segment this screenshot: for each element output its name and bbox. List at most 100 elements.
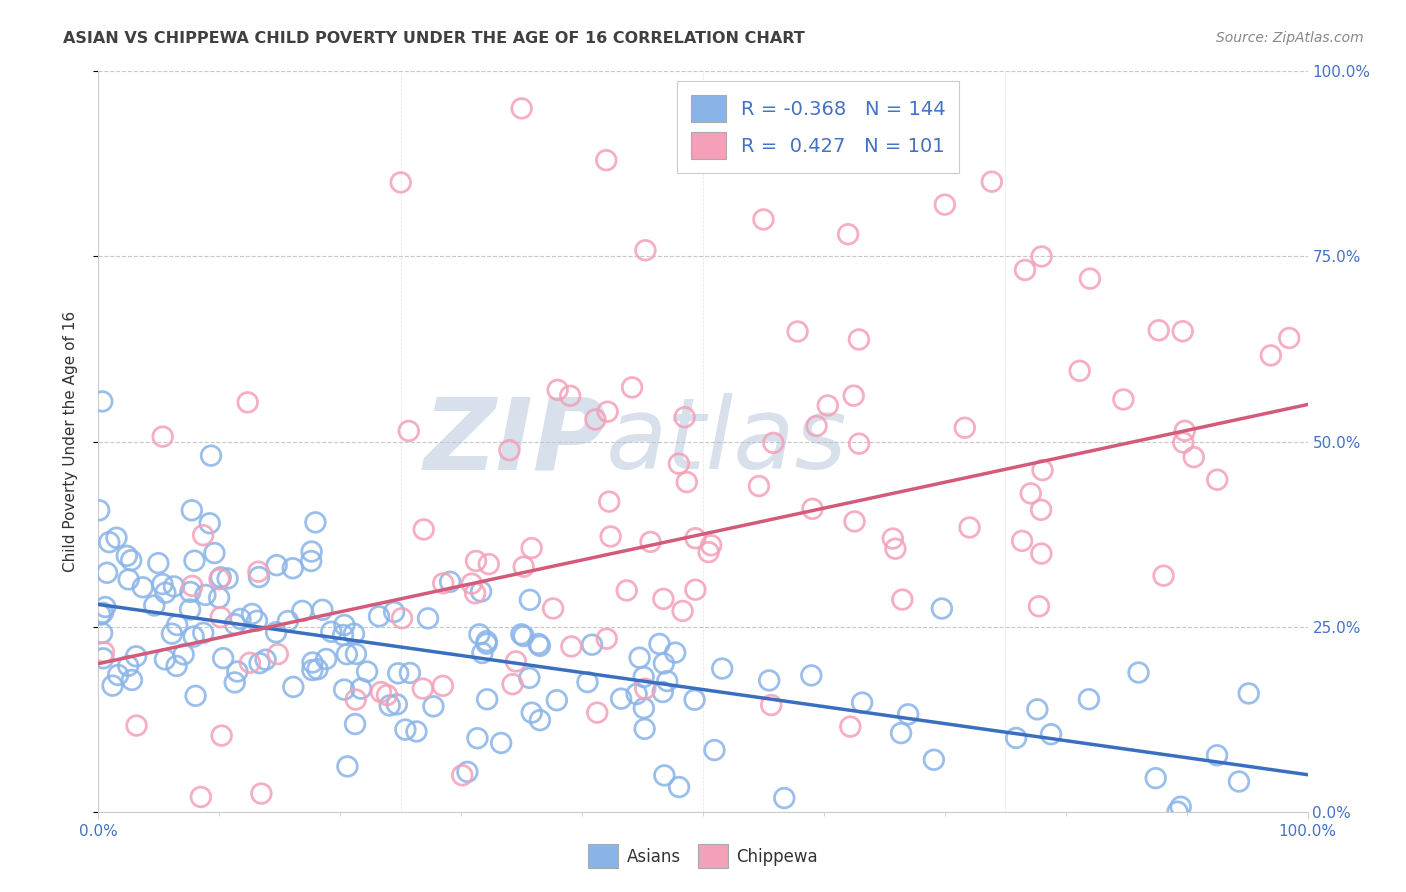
- Point: [224, 617, 246, 632]
- Point: [703, 743, 725, 757]
- Point: [333, 618, 356, 632]
- Point: [217, 572, 239, 586]
- Point: [398, 424, 420, 438]
- Point: [91, 651, 114, 665]
- Point: [576, 675, 599, 690]
- Point: [120, 553, 142, 567]
- Point: [633, 670, 655, 684]
- Point: [277, 614, 299, 628]
- Point: [152, 429, 174, 443]
- Point: [224, 675, 246, 690]
- Point: [229, 612, 252, 626]
- Point: [1128, 665, 1150, 680]
- Point: [344, 717, 367, 731]
- Point: [160, 626, 183, 640]
- Point: [399, 665, 422, 680]
- Point: [529, 713, 551, 727]
- Point: [254, 653, 277, 667]
- Text: ZIP: ZIP: [423, 393, 606, 490]
- Point: [628, 650, 651, 665]
- Point: [247, 565, 270, 579]
- Point: [432, 576, 454, 591]
- Point: [773, 791, 796, 805]
- Point: [163, 579, 186, 593]
- Point: [1031, 547, 1053, 561]
- Legend: Asians, Chippewa: Asians, Chippewa: [582, 838, 824, 875]
- Point: [897, 707, 920, 722]
- Point: [527, 637, 550, 651]
- Point: [315, 652, 337, 666]
- Point: [842, 389, 865, 403]
- Point: [385, 698, 408, 712]
- Point: [181, 579, 204, 593]
- Point: [502, 677, 524, 691]
- Point: [301, 544, 323, 558]
- Point: [1028, 599, 1050, 614]
- Point: [412, 523, 434, 537]
- Point: [652, 657, 675, 671]
- Point: [633, 701, 655, 715]
- Point: [510, 102, 533, 116]
- Point: [671, 604, 693, 618]
- Point: [953, 421, 976, 435]
- Point: [806, 419, 828, 434]
- Point: [179, 602, 201, 616]
- Point: [475, 692, 498, 706]
- Point: [460, 576, 482, 591]
- Point: [321, 624, 343, 639]
- Point: [1182, 450, 1205, 464]
- Point: [117, 658, 139, 673]
- Point: [519, 593, 541, 607]
- Point: [173, 648, 195, 662]
- Point: [105, 531, 128, 545]
- Point: [884, 541, 907, 556]
- Point: [356, 665, 378, 679]
- Point: [405, 724, 427, 739]
- Point: [307, 662, 329, 676]
- Point: [475, 634, 498, 648]
- Point: [153, 652, 176, 666]
- Point: [839, 720, 862, 734]
- Point: [301, 663, 323, 677]
- Point: [121, 673, 143, 687]
- Point: [1031, 250, 1053, 264]
- Point: [1278, 331, 1301, 345]
- Point: [581, 638, 603, 652]
- Point: [510, 627, 533, 641]
- Point: [1237, 686, 1260, 700]
- Point: [190, 789, 212, 804]
- Point: [664, 646, 686, 660]
- Point: [246, 614, 269, 628]
- Point: [1112, 392, 1135, 407]
- Point: [91, 626, 114, 640]
- Point: [387, 666, 409, 681]
- Point: [166, 618, 188, 632]
- Point: [634, 244, 657, 258]
- Point: [1011, 533, 1033, 548]
- Point: [266, 558, 288, 573]
- Text: Source: ZipAtlas.com: Source: ZipAtlas.com: [1216, 31, 1364, 45]
- Point: [519, 671, 541, 685]
- Point: [180, 503, 202, 517]
- Point: [247, 570, 270, 584]
- Point: [343, 626, 366, 640]
- Point: [239, 656, 262, 670]
- Point: [520, 541, 543, 555]
- Point: [267, 647, 290, 661]
- Point: [1019, 486, 1042, 500]
- Point: [752, 212, 775, 227]
- Point: [344, 647, 367, 661]
- Point: [1029, 503, 1052, 517]
- Point: [143, 599, 166, 613]
- Point: [89, 607, 111, 622]
- Point: [389, 175, 412, 190]
- Point: [1153, 568, 1175, 582]
- Point: [634, 681, 657, 696]
- Point: [596, 405, 619, 419]
- Point: [478, 557, 501, 571]
- Point: [131, 580, 153, 594]
- Point: [1026, 702, 1049, 716]
- Point: [166, 659, 188, 673]
- Point: [890, 726, 912, 740]
- Point: [1260, 348, 1282, 362]
